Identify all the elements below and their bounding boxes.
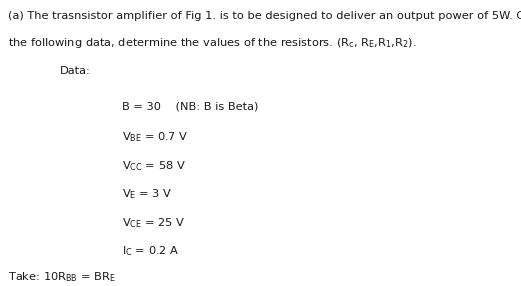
Text: V$_\mathsf{BE}$ = 0.7 V: V$_\mathsf{BE}$ = 0.7 V: [122, 130, 189, 144]
Text: B = 30    (NB: B is Beta): B = 30 (NB: B is Beta): [122, 102, 259, 112]
Text: V$_\mathsf{CC}$ = 58 V: V$_\mathsf{CC}$ = 58 V: [122, 159, 187, 172]
Text: the following data, determine the values of the resistors. (R$_\mathsf{c}$, R$_\: the following data, determine the values…: [8, 36, 416, 50]
Text: Take: 10R$_\mathsf{BB}$ = BR$_\mathsf{E}$: Take: 10R$_\mathsf{BB}$ = BR$_\mathsf{E}…: [8, 270, 116, 284]
Text: I$_\mathsf{C}$ = 0.2 A: I$_\mathsf{C}$ = 0.2 A: [122, 245, 179, 258]
Text: (a) The trasnsistor amplifier of Fig 1. is to be designed to deliver an output p: (a) The trasnsistor amplifier of Fig 1. …: [8, 11, 521, 21]
Text: Data:: Data:: [60, 66, 91, 76]
Text: V$_\mathsf{E}$ = 3 V: V$_\mathsf{E}$ = 3 V: [122, 187, 173, 201]
Text: V$_\mathsf{CE}$ = 25 V: V$_\mathsf{CE}$ = 25 V: [122, 216, 186, 230]
